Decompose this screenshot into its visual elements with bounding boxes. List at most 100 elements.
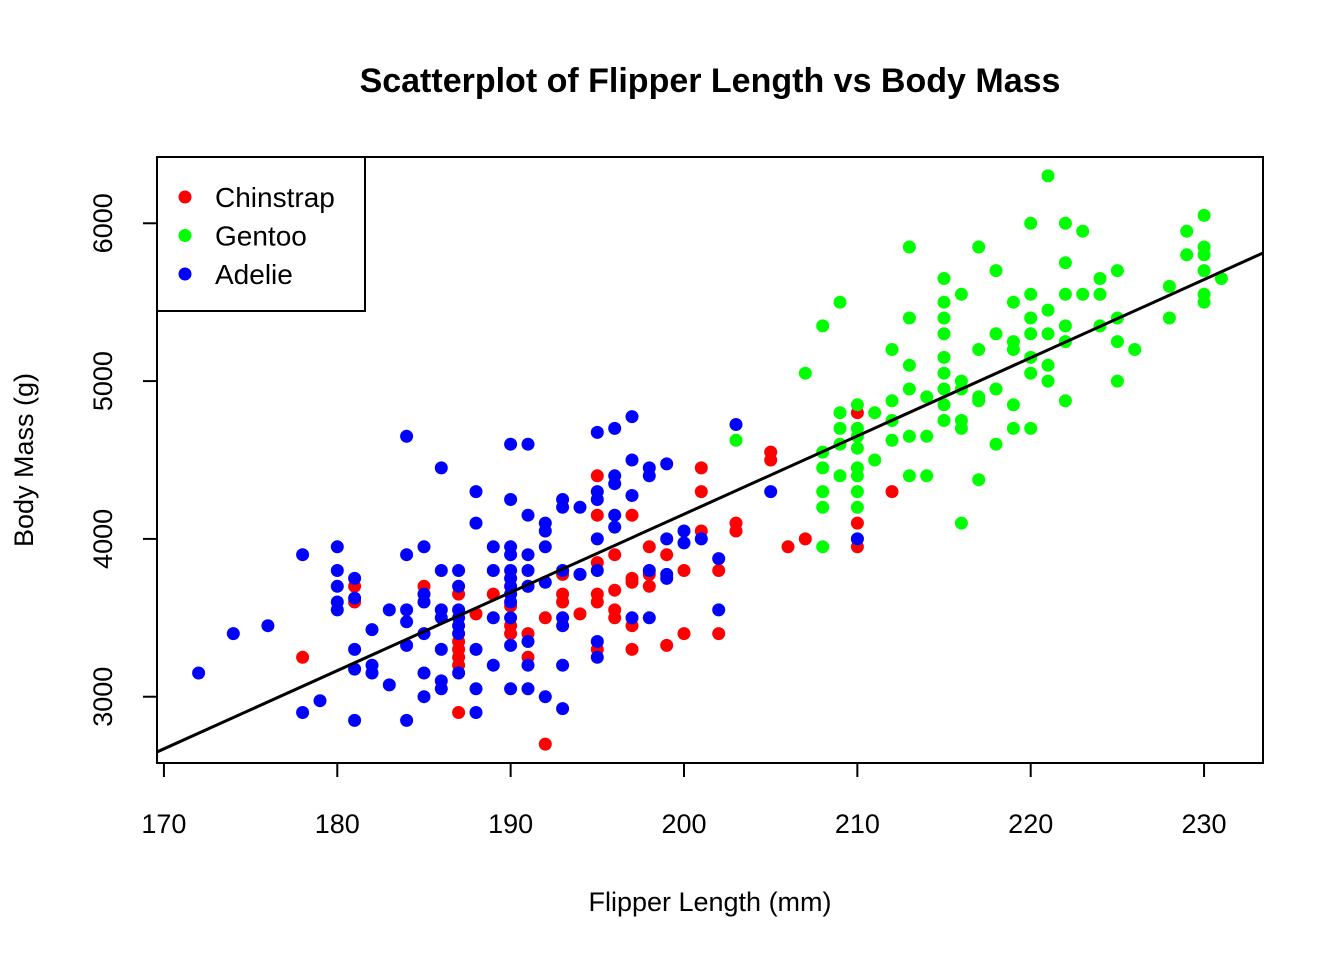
point-adelie — [642, 469, 656, 483]
point-gentoo — [1093, 272, 1107, 285]
x-axis: 170 180 190 200 210 220 230 — [141, 762, 1227, 839]
point-adelie — [330, 603, 344, 617]
point-adelie — [192, 666, 206, 680]
point-chinstrap — [677, 627, 691, 641]
point-adelie — [469, 516, 483, 530]
point-chinstrap — [885, 485, 899, 499]
y-tick-label: 4000 — [88, 509, 118, 569]
legend-marker-gentoo — [178, 229, 192, 242]
x-tick-label: 210 — [835, 809, 880, 839]
point-gentoo — [989, 327, 1003, 341]
point-adelie — [642, 611, 656, 625]
point-adelie — [712, 603, 726, 617]
point-gentoo — [1162, 311, 1176, 325]
point-adelie — [677, 524, 691, 538]
point-adelie — [521, 508, 535, 522]
point-adelie — [348, 571, 362, 585]
point-gentoo — [1128, 343, 1142, 356]
point-gentoo — [902, 311, 916, 325]
point-adelie — [625, 489, 639, 502]
point-chinstrap — [608, 603, 622, 617]
point-adelie — [348, 642, 362, 656]
point-adelie — [590, 425, 604, 439]
point-gentoo — [937, 311, 951, 325]
point-adelie — [400, 429, 414, 443]
point-gentoo — [1076, 287, 1090, 301]
point-gentoo — [937, 272, 951, 285]
point-gentoo — [972, 343, 986, 356]
point-adelie — [556, 702, 570, 716]
x-tick-label: 220 — [1008, 809, 1053, 839]
point-adelie — [608, 477, 622, 491]
point-gentoo — [850, 398, 864, 412]
point-gentoo — [816, 461, 830, 475]
point-gentoo — [1006, 343, 1020, 356]
point-adelie — [417, 540, 431, 554]
point-gentoo — [937, 366, 951, 380]
point-gentoo — [937, 295, 951, 309]
point-gentoo — [954, 287, 968, 301]
point-gentoo — [850, 441, 864, 455]
point-chinstrap — [590, 508, 604, 522]
point-adelie — [313, 694, 327, 708]
point-gentoo — [972, 394, 986, 408]
point-adelie — [400, 548, 414, 562]
point-adelie — [660, 571, 674, 585]
point-gentoo — [1058, 256, 1072, 270]
point-gentoo — [816, 485, 830, 499]
chart-title: Scatterplot of Flipper Length vs Body Ma… — [360, 62, 1061, 100]
point-adelie — [590, 532, 604, 546]
point-adelie — [330, 540, 344, 554]
point-gentoo — [1024, 421, 1038, 435]
point-adelie — [538, 524, 552, 538]
point-gentoo — [902, 358, 916, 372]
point-gentoo — [885, 343, 899, 356]
point-adelie — [400, 603, 414, 617]
point-adelie — [330, 564, 344, 577]
point-chinstrap — [694, 461, 708, 475]
x-tick-label: 230 — [1182, 809, 1227, 839]
point-adelie — [608, 421, 622, 435]
point-gentoo — [920, 469, 934, 483]
point-adelie — [625, 611, 639, 625]
x-tick-label: 190 — [488, 809, 533, 839]
y-axis-label: Body Mass (g) — [9, 373, 39, 547]
point-gentoo — [1041, 327, 1055, 341]
point-gentoo — [989, 437, 1003, 451]
point-adelie — [348, 713, 362, 727]
point-gentoo — [1006, 295, 1020, 309]
point-gentoo — [885, 394, 899, 408]
point-gentoo — [1110, 335, 1124, 349]
point-chinstrap — [625, 571, 639, 585]
point-adelie — [625, 453, 639, 467]
point-gentoo — [1197, 208, 1211, 222]
point-gentoo — [1024, 216, 1038, 230]
x-tick-label: 180 — [315, 809, 360, 839]
point-adelie — [330, 579, 344, 593]
x-tick-label: 200 — [661, 809, 706, 839]
point-adelie — [504, 493, 518, 506]
point-adelie — [556, 658, 570, 672]
legend-label-adelie: Adelie — [215, 259, 293, 290]
point-gentoo — [920, 429, 934, 443]
point-gentoo — [833, 469, 847, 483]
point-adelie — [590, 564, 604, 577]
point-adelie — [417, 666, 431, 680]
point-adelie — [521, 658, 535, 672]
point-adelie — [486, 540, 500, 554]
point-gentoo — [902, 429, 916, 443]
point-gentoo — [954, 421, 968, 435]
point-chinstrap — [556, 595, 570, 609]
point-adelie — [382, 603, 396, 617]
y-tick-label: 3000 — [88, 667, 118, 727]
point-gentoo — [1024, 287, 1038, 301]
point-adelie — [469, 485, 483, 499]
point-adelie — [573, 500, 587, 514]
point-adelie — [400, 713, 414, 727]
point-chinstrap — [538, 737, 552, 751]
point-adelie — [556, 500, 570, 514]
point-gentoo — [1197, 248, 1211, 262]
point-adelie — [452, 564, 466, 577]
point-adelie — [226, 627, 240, 641]
